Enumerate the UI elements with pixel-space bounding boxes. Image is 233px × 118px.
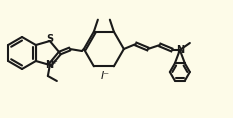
Text: N: N — [45, 60, 53, 70]
Text: +: + — [51, 59, 57, 65]
Text: I⁻: I⁻ — [100, 71, 110, 81]
Text: N: N — [176, 45, 184, 55]
Text: S: S — [46, 34, 53, 44]
